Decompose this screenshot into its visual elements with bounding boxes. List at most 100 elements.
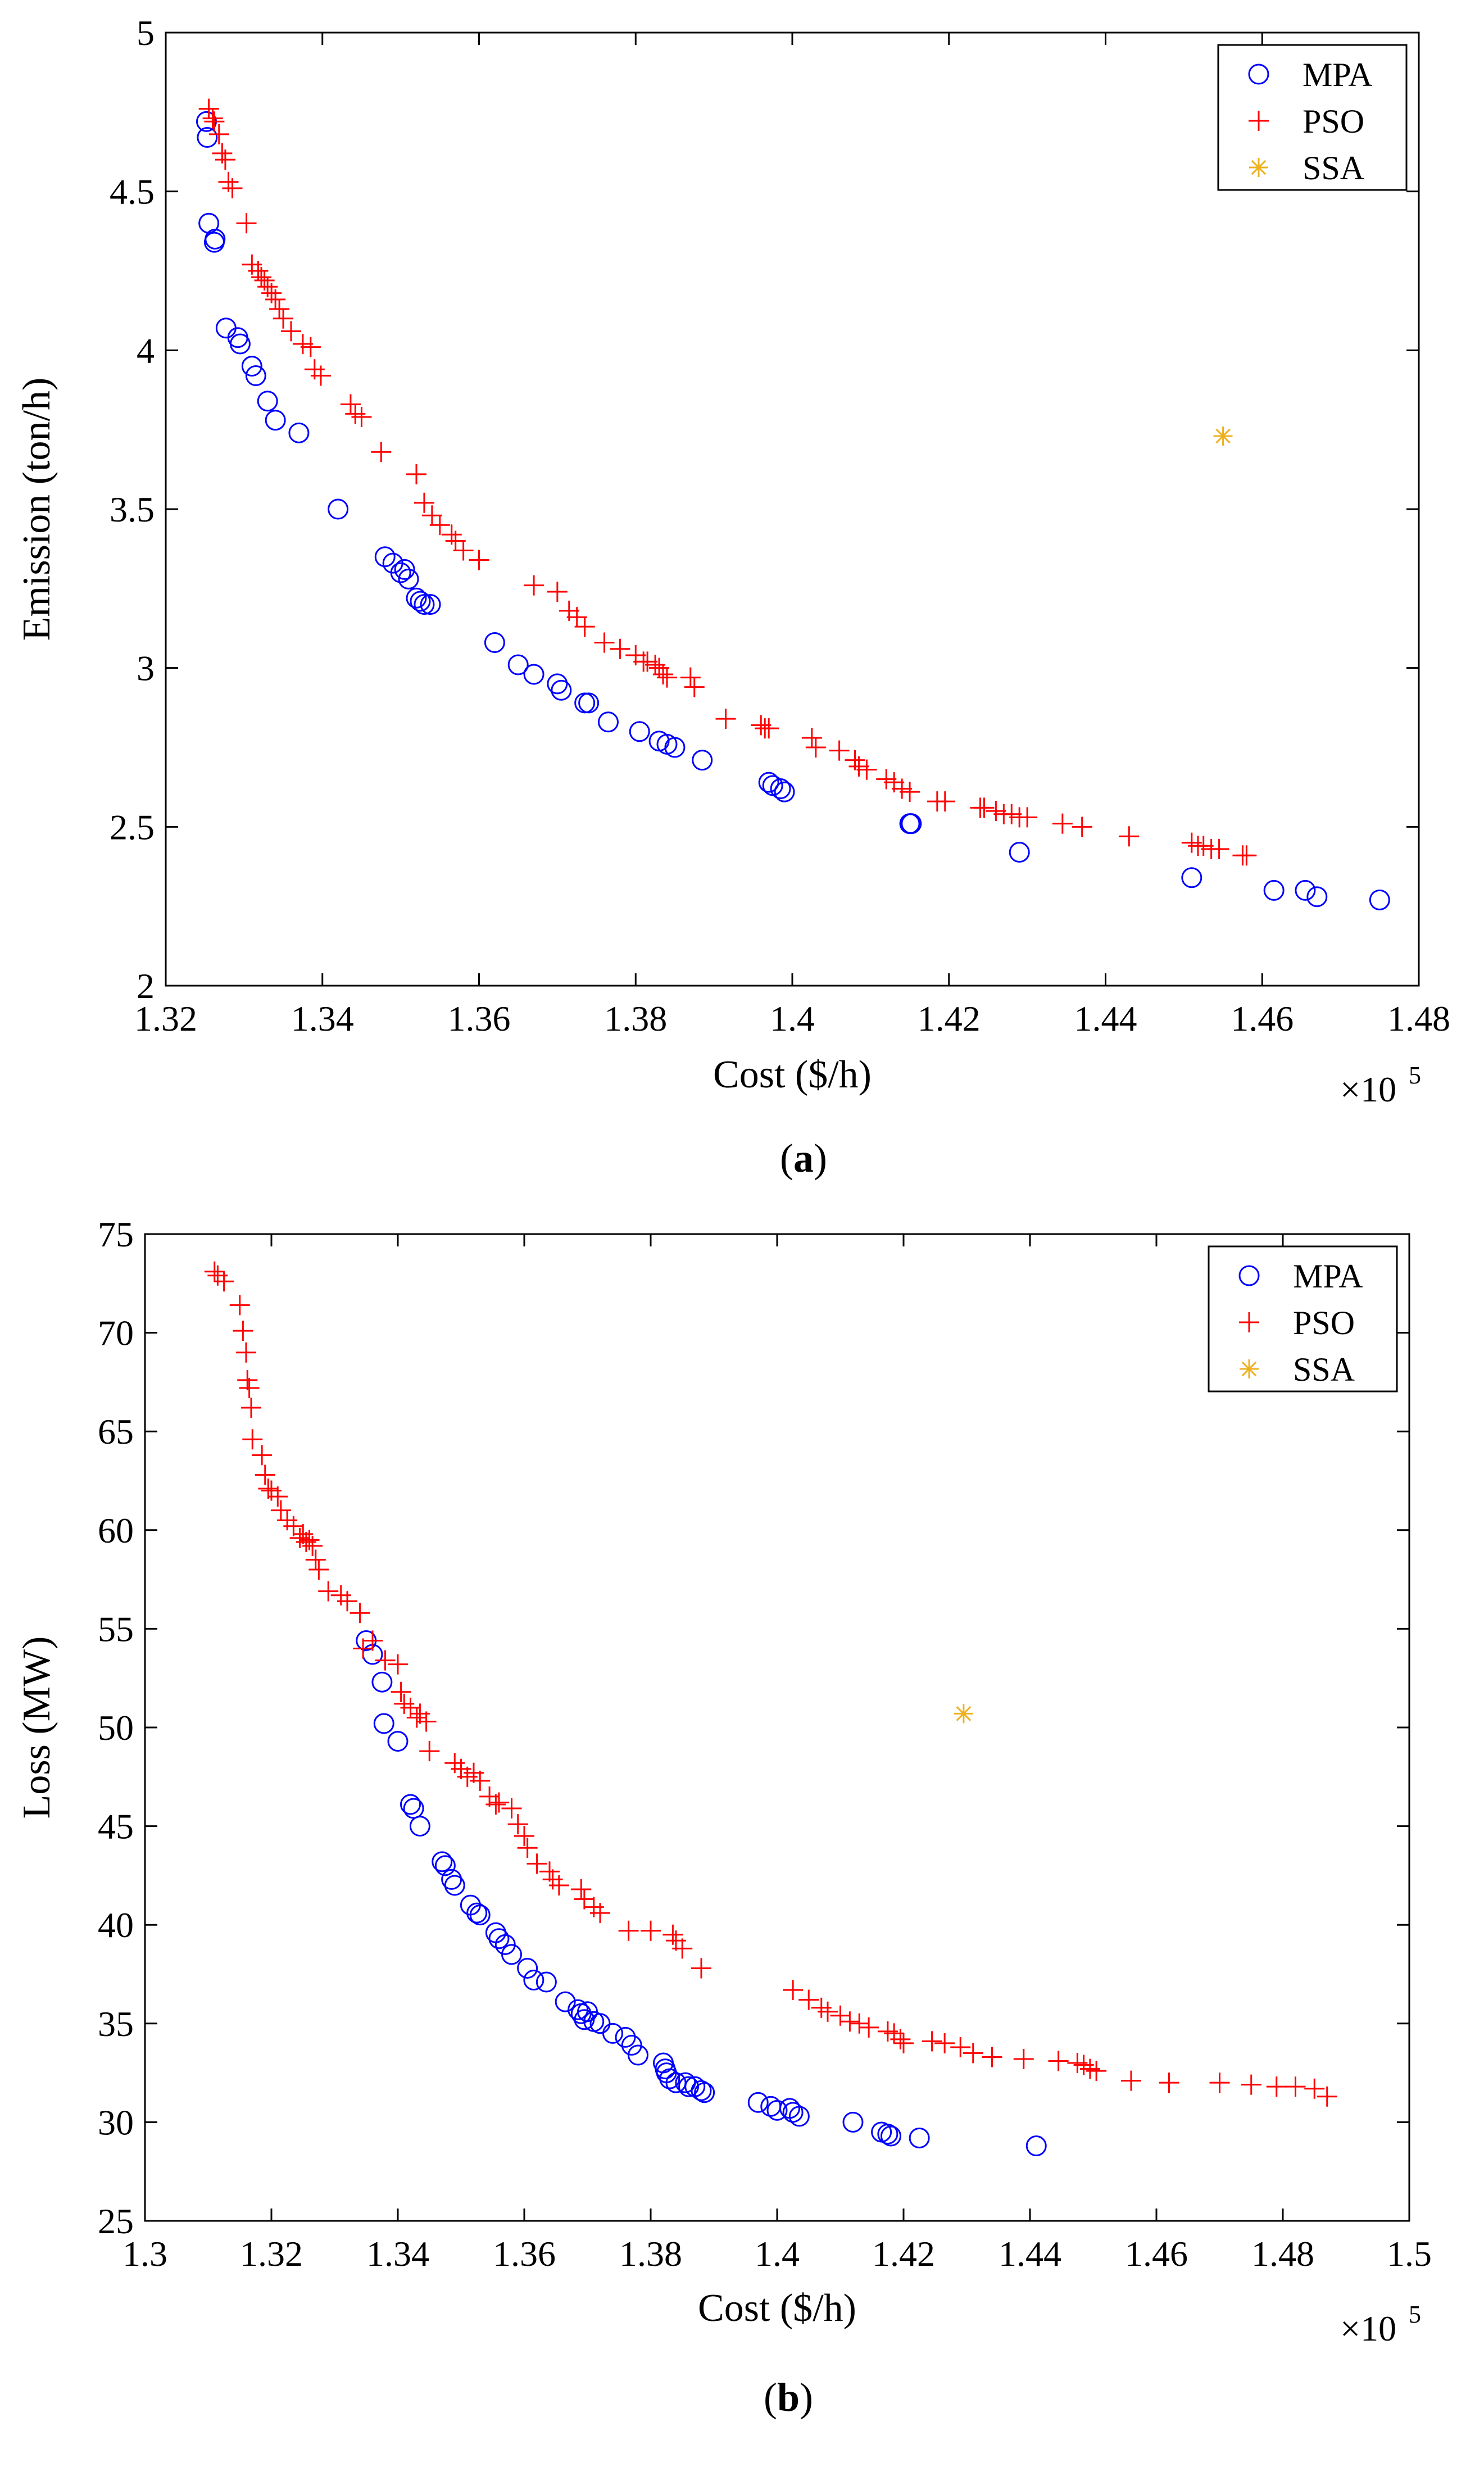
mpa-point <box>265 410 286 431</box>
x-tick-label: 1.44 <box>999 2234 1061 2274</box>
mpa-point <box>432 1851 453 1872</box>
pso-point <box>237 1369 258 1390</box>
pso-point <box>818 2001 838 2022</box>
chart-a-emission-vs-cost: 1.32 1.34 1.36 1.38 1.4 1.42 1.44 1.46 1.48 2 2.5 3… <box>15 13 1450 1181</box>
pso-point <box>783 1980 804 2001</box>
series-mpa <box>196 111 1390 910</box>
x-tick-label: 1.42 <box>872 2234 935 2274</box>
y-tick-label: 65 <box>98 1412 134 1452</box>
pso-point <box>489 1792 509 1813</box>
pso-point <box>684 677 705 697</box>
y-tick-label: 60 <box>98 1511 134 1550</box>
pso-point <box>453 540 474 561</box>
pso-point <box>337 1591 357 1612</box>
mpa-point <box>597 711 619 733</box>
pso-point <box>849 2013 870 2034</box>
pso-point <box>1317 2086 1337 2107</box>
ssa-point <box>954 1704 973 1724</box>
pso-point <box>574 616 595 637</box>
pso-point <box>1017 807 1038 828</box>
pso-point <box>310 365 331 386</box>
x-multiplier: ×10 <box>1340 2309 1396 2348</box>
pso-point <box>406 1707 427 1728</box>
pso-point <box>281 321 301 342</box>
pso-point <box>208 124 229 144</box>
pso-point <box>239 1377 260 1398</box>
mpa-point <box>469 1904 491 1926</box>
series-pso <box>198 98 1257 866</box>
pso-point <box>934 2033 955 2053</box>
y-tick-label: 40 <box>98 1905 134 1945</box>
pso-point <box>340 394 361 415</box>
pso-point <box>255 1464 275 1485</box>
pso-point <box>351 407 372 428</box>
pso-point <box>1209 838 1229 859</box>
pso-point <box>1121 2070 1141 2091</box>
legend-label-ssa: SSA <box>1303 149 1364 187</box>
mpa-point <box>197 127 218 148</box>
mpa-point <box>788 2106 810 2127</box>
pso-point <box>798 1989 819 2010</box>
pso-point <box>1304 2078 1325 2099</box>
mpa-point <box>629 721 650 742</box>
y-tick-label: 2 <box>137 966 155 1006</box>
pso-point <box>267 1486 288 1507</box>
mpa-point <box>523 664 544 685</box>
pso-point <box>1048 2051 1069 2071</box>
mpa-point <box>1306 886 1328 908</box>
pso-point <box>801 728 822 749</box>
pso-point <box>1159 2073 1179 2093</box>
mpa-point <box>547 673 568 695</box>
y-tick-label: 75 <box>98 1214 134 1254</box>
legend-marker-pso <box>1249 111 1269 131</box>
mpa-point <box>747 2092 769 2113</box>
x-tick-label: 1.36 <box>493 2234 556 2274</box>
mpa-point <box>394 559 415 580</box>
y-tick-label: 3.5 <box>110 489 155 529</box>
pso-point <box>594 632 615 653</box>
mpa-point <box>1009 842 1030 863</box>
y-tick-label: 2.5 <box>110 807 155 847</box>
mpa-point <box>390 562 411 583</box>
pso-point <box>662 1924 683 1945</box>
legend: MPA PSO SSA <box>1217 44 1408 191</box>
pso-point <box>204 1261 225 1282</box>
mpa-point <box>770 778 791 799</box>
y-tick-label: 4 <box>137 330 155 370</box>
y-tick-label: 55 <box>98 1609 134 1649</box>
mpa-point <box>574 692 596 714</box>
pso-point <box>198 98 219 119</box>
pso-point <box>1236 845 1257 866</box>
mpa-point <box>501 1944 522 1965</box>
mpa-point <box>406 587 427 609</box>
pso-point <box>610 638 630 659</box>
pso-point <box>406 464 426 484</box>
pso-point <box>241 1398 261 1418</box>
y-tick-label: 5 <box>137 13 155 53</box>
x-axis-label: Cost ($/h) <box>713 1053 872 1096</box>
pso-point <box>305 1549 326 1570</box>
mpa-point <box>782 2102 804 2123</box>
mpa-point <box>507 654 529 675</box>
legend-marker-mpa <box>1248 64 1269 85</box>
mpa-point <box>899 813 920 835</box>
legend-marker-ssa <box>1240 1359 1259 1378</box>
mpa-point <box>484 632 505 653</box>
pso-point <box>890 2029 911 2049</box>
x-tick-label: 1.48 <box>1251 2234 1314 2274</box>
pso-point <box>283 1516 304 1536</box>
pso-point <box>414 492 434 513</box>
pso-point <box>485 1794 506 1815</box>
pso-point <box>618 1920 639 1941</box>
mpa-point <box>205 228 226 250</box>
x-axis-label: Cost ($/h) <box>698 2287 856 2330</box>
mpa-point <box>551 679 572 701</box>
pso-point <box>202 108 223 129</box>
pso-point <box>527 1853 547 1874</box>
x-tick-label: 1.46 <box>1231 999 1294 1039</box>
pso-point <box>830 2005 851 2026</box>
pso-point <box>1013 2049 1034 2070</box>
pso-point <box>445 530 466 551</box>
pso-point <box>470 1770 491 1791</box>
